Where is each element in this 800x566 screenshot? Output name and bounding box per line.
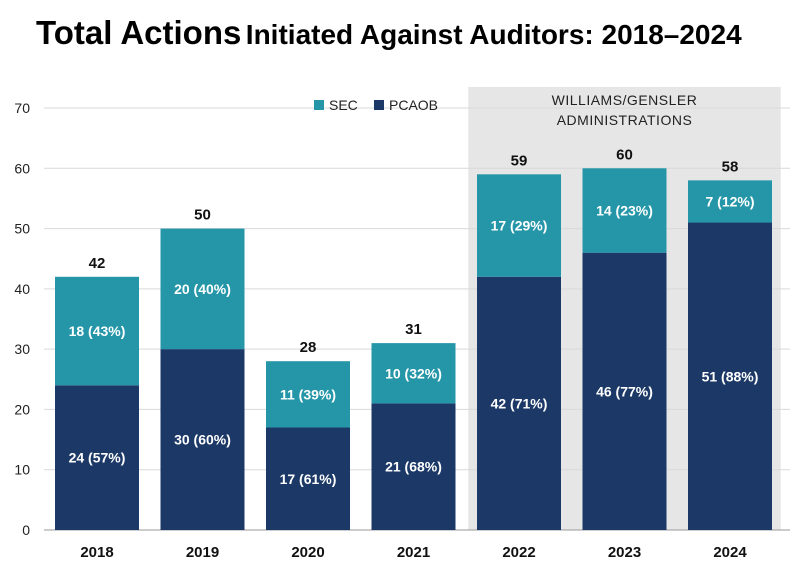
bar-pcaob — [55, 385, 139, 530]
legend-swatch-sec — [314, 100, 324, 110]
bar-value-label: 42 (71%) — [491, 395, 548, 411]
y-tick-label: 0 — [22, 522, 30, 538]
bar-pcaob — [266, 427, 350, 530]
bar-sec — [688, 180, 772, 223]
bar-value-label: 17 (29%) — [491, 218, 548, 234]
bar-sec — [55, 276, 139, 386]
y-tick-label: 60 — [14, 160, 30, 176]
legend-swatch-pcaob — [374, 100, 384, 110]
bar-value-label: 24 (57%) — [69, 450, 126, 466]
y-tick-label: 30 — [14, 341, 30, 357]
x-tick-label: 2020 — [291, 544, 324, 561]
title-part-1: Total Actions — [36, 14, 242, 51]
bar-value-label: 14 (23%) — [596, 202, 653, 218]
bar-value-label: 17 (61%) — [280, 471, 337, 487]
bar-pcaob — [688, 222, 772, 531]
x-tick-label: 2023 — [608, 544, 641, 561]
bar-value-label: 30 (60%) — [174, 432, 231, 448]
bar-value-label: 20 (40%) — [174, 281, 231, 297]
title-part-2: Initiated Against Auditors: 2018–2024 — [245, 19, 742, 50]
y-tick-label: 50 — [14, 221, 30, 237]
y-tick-label: 10 — [14, 462, 30, 478]
y-tick-label: 20 — [14, 401, 30, 417]
x-tick-label: 2021 — [397, 544, 430, 561]
bar-pcaob — [582, 252, 667, 530]
bar-pcaob — [160, 349, 245, 530]
bar-sec — [477, 174, 561, 277]
bar-total-label: 58 — [722, 158, 739, 175]
highlight-label-line: WILLIAMS/GENSLER — [552, 92, 698, 108]
x-tick-label: 2019 — [186, 544, 219, 561]
legend-label-sec: SEC — [329, 97, 358, 113]
bar-value-label: 51 (88%) — [702, 368, 759, 384]
bar-sec — [160, 228, 245, 350]
bar-pcaob — [371, 403, 456, 530]
bar-value-label: 7 (12%) — [705, 193, 754, 209]
bar-pcaob — [477, 276, 561, 530]
bar-total-label: 60 — [616, 146, 633, 163]
y-tick-label: 40 — [14, 281, 30, 297]
bar-value-label: 46 (77%) — [596, 383, 653, 399]
x-tick-label: 2024 — [713, 544, 747, 561]
bar-total-label: 31 — [405, 321, 422, 338]
bar-total-label: 50 — [194, 207, 211, 224]
highlight-label-line: ADMINISTRATIONS — [557, 112, 693, 128]
y-tick-label: 70 — [14, 100, 30, 116]
chart-title: Total Actions Initiated Against Auditors… — [36, 14, 796, 52]
bar-value-label: 21 (68%) — [385, 459, 442, 475]
bar-sec — [582, 168, 667, 253]
bar-value-label: 10 (32%) — [385, 365, 442, 381]
bar-sec — [371, 343, 456, 404]
bar-value-label: 18 (43%) — [69, 323, 126, 339]
bar-value-label: 11 (39%) — [280, 386, 336, 402]
bar-total-label: 28 — [300, 339, 317, 356]
legend-label-pcaob: PCAOB — [389, 97, 438, 113]
bar-total-label: 42 — [89, 255, 106, 272]
x-tick-label: 2022 — [502, 544, 535, 561]
bar-total-label: 59 — [511, 152, 528, 169]
bar-sec — [266, 361, 350, 428]
x-tick-label: 2018 — [80, 544, 113, 561]
